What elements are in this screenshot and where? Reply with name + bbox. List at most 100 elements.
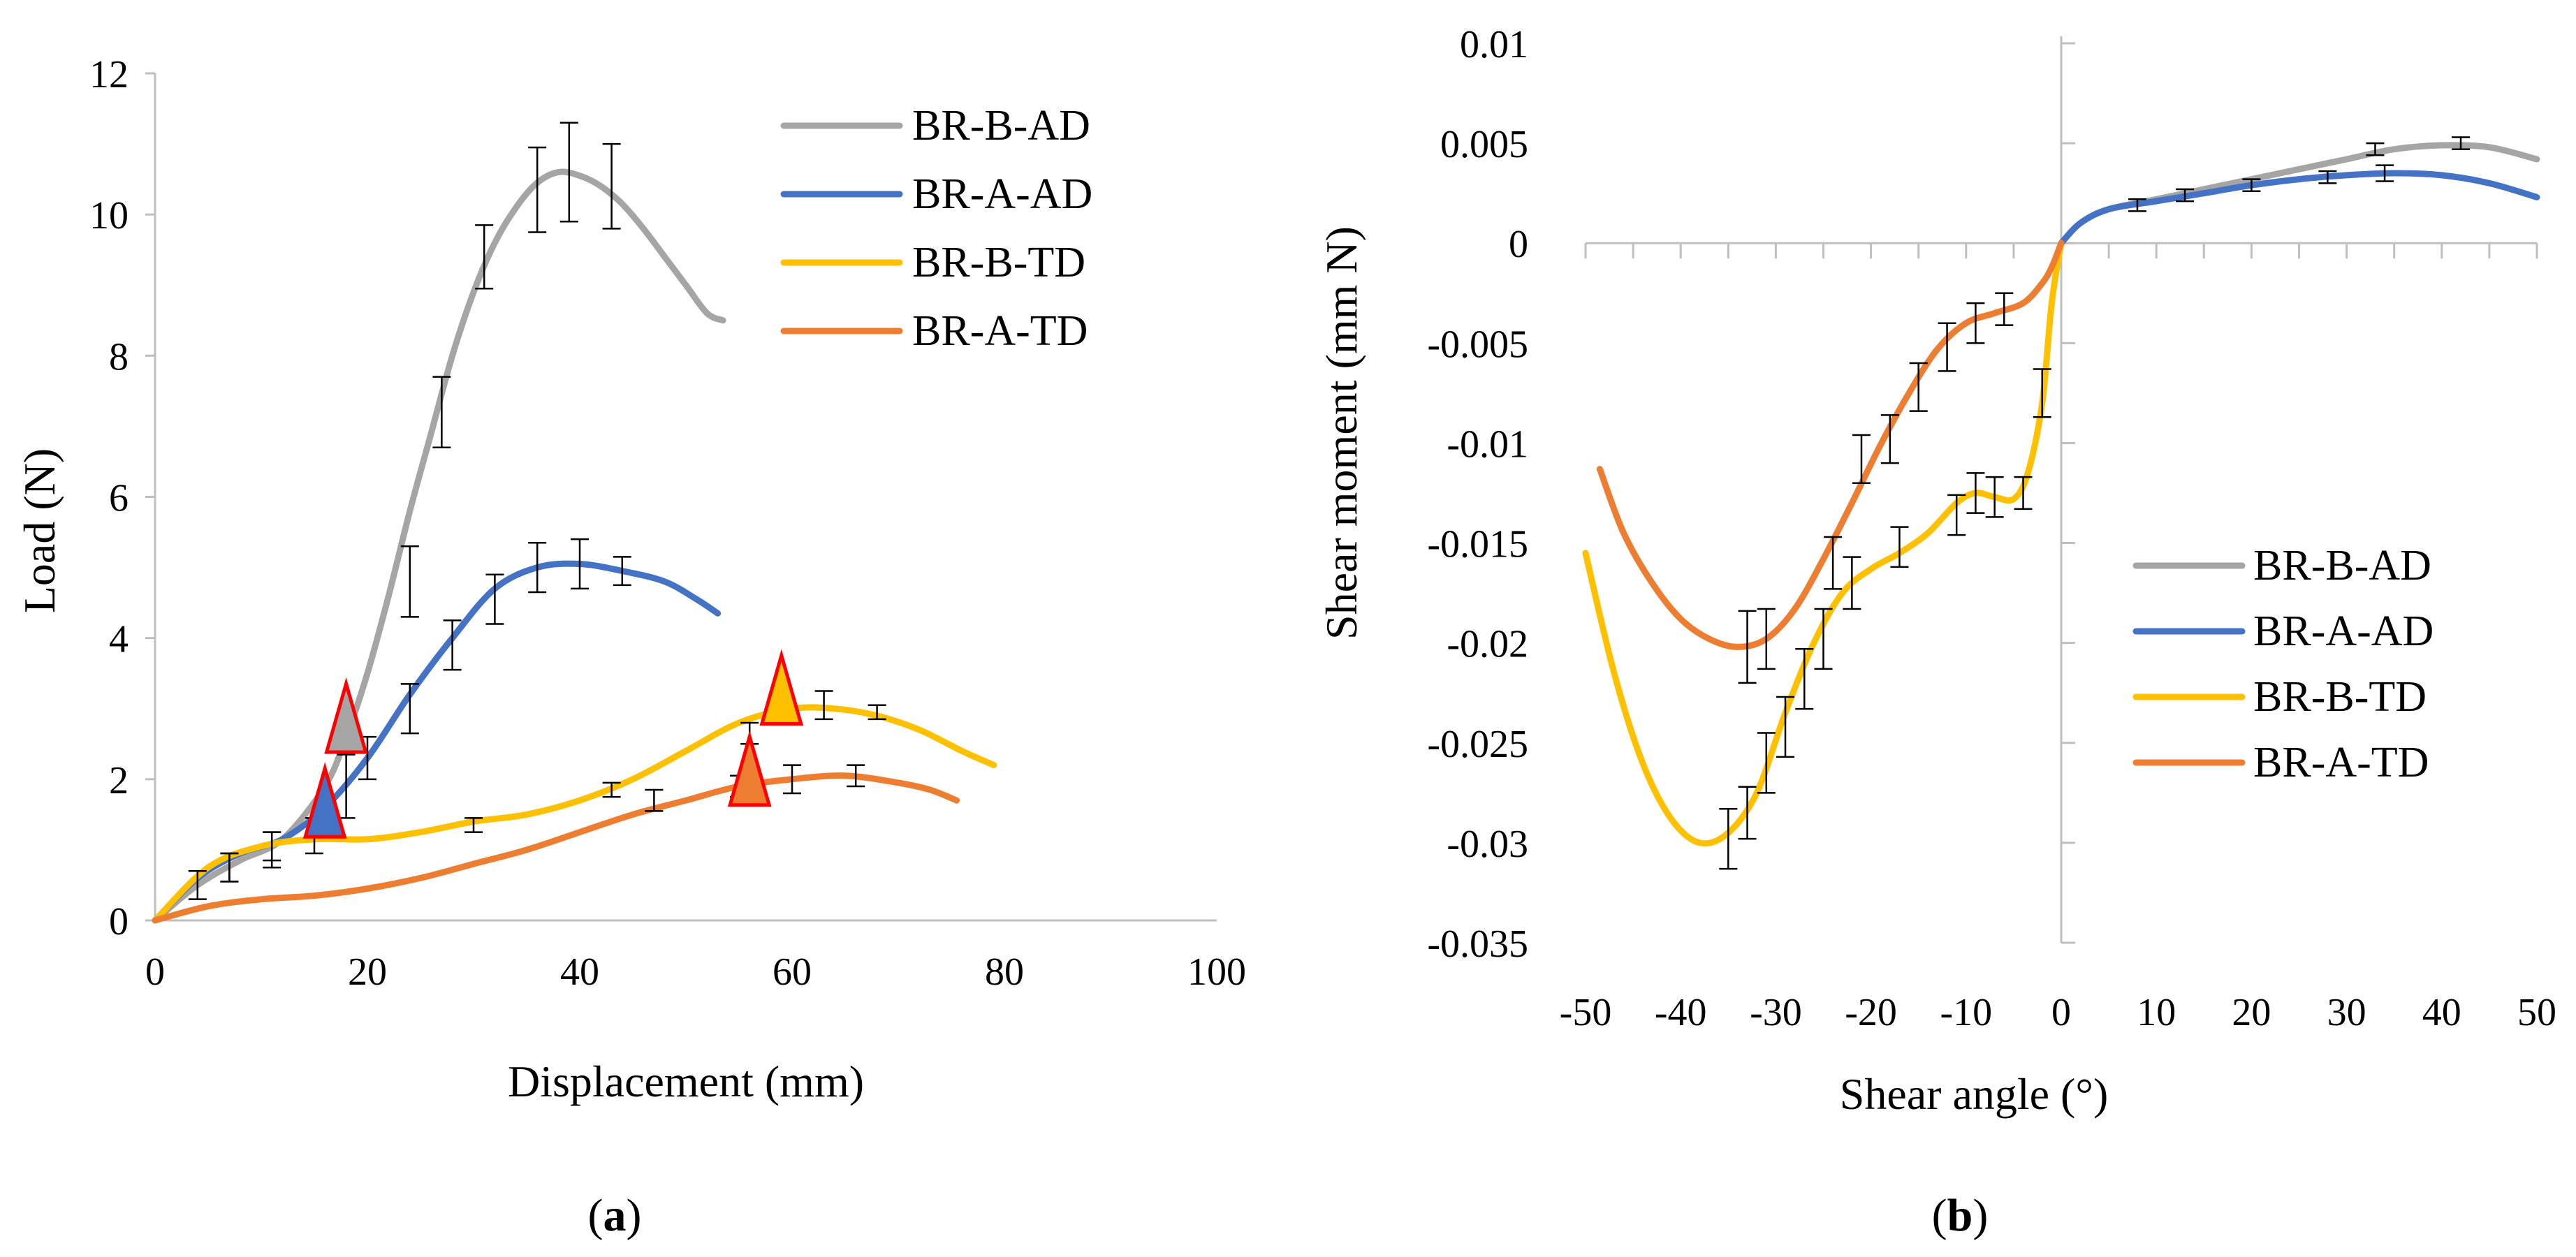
chart-a-error-bar (400, 683, 419, 735)
chart-b-error-bar (1890, 526, 1909, 568)
chart-a-error-bar (868, 704, 886, 721)
chart-a-error-bar (814, 690, 833, 721)
chart-a-error-bar (464, 817, 483, 833)
chart-a-error-bar (443, 619, 462, 671)
chart-a-error-bar (263, 831, 281, 862)
chart-b-error-bar (1719, 807, 1738, 870)
chart-a-error-bar (613, 556, 631, 587)
chart-a-error-bar (220, 852, 239, 883)
chart-b-error-bar (1909, 362, 1928, 412)
chart-a-series (152, 168, 997, 924)
chart-b-x-tick-label: -10 (1940, 991, 1992, 1034)
chart-a-error-bar (400, 545, 419, 618)
chart-a-tick-labels: 0 20 40 60 80 100 0 2 4 6 8 10 12 (89, 53, 1246, 994)
chart-a-y-tick-label: 2 (109, 759, 129, 802)
chart-b-x-tick-label: -40 (1655, 991, 1707, 1034)
chart-b-error-bar (1824, 536, 1843, 590)
chart-b-legend-label: BR-B-AD (2253, 542, 2431, 589)
chart-b-error-bar (2318, 170, 2337, 184)
chart-b-legend-label: BR-B-TD (2253, 673, 2427, 721)
chart-b-error-bar (2033, 368, 2051, 418)
chart-b-x-tick-label: 10 (2137, 991, 2176, 1034)
chart-a-markers (302, 649, 804, 839)
chart-a-x-tick-label: 80 (985, 950, 1024, 994)
chart-a-error-bar (783, 764, 801, 795)
chart-b-y-tick-label: -0.02 (1447, 623, 1528, 666)
chart-b-error-bar (2366, 142, 2385, 156)
chart-b-error-bar (2128, 198, 2146, 212)
chart-b-legend-label: BR-A-AD (2253, 608, 2434, 655)
chart-a-y-tick-label: 0 (109, 900, 129, 943)
chart-b-error-bar (1880, 414, 1899, 464)
chart-b-error-bars (1719, 136, 2471, 870)
chart-a-triangle-marker (759, 649, 804, 726)
chart-a-legend-label: BR-A-AD (912, 170, 1092, 218)
chart-b-error-bar (1795, 648, 1814, 710)
chart-a-x-tick-label: 20 (348, 950, 387, 994)
chart-a-x-tick-label: 60 (773, 950, 812, 994)
chart-a-panel-label: a (603, 1190, 627, 1241)
chart-b-error-bar (1985, 476, 2004, 518)
chart-b-error-bar (1776, 696, 1795, 758)
chart-b-error-bar (1966, 472, 1985, 514)
chart-b-xlabel: Shear angle (°) (1840, 1069, 2109, 1119)
chart-a-triangle-marker (302, 762, 347, 839)
chart-a-error-bar (645, 788, 664, 812)
chart-a-x-tick-label: 100 (1187, 950, 1246, 994)
chart-b-error-bar (1757, 732, 1776, 794)
chart-b-x-tick-label: 0 (2051, 991, 2071, 1034)
chart-b-y-tick-label: 0.005 (1440, 123, 1528, 166)
chart-b-tick-labels: -50 -40 -30 -20 -10 0 10 20 30 40 50 0.01 0.005 0 -0.0… (1427, 23, 2556, 1034)
chart-b-series-line-BR-B-TD (1582, 240, 2065, 847)
chart-a-triangle-marker (324, 677, 368, 754)
chart-a-y-tick-label: 6 (109, 477, 129, 520)
chart-b: -50 -40 -30 -20 -10 0 10 20 30 40 50 0.01 0.005 0 -0.0… (1317, 23, 2556, 1241)
chart-b-error-bar (2176, 188, 2195, 203)
chart-b-error-bar (1966, 302, 1985, 344)
chart-b-legend-label: BR-A-TD (2253, 739, 2429, 786)
chart-b-x-tick-label: 40 (2422, 991, 2461, 1034)
chart-b-error-bar (1938, 322, 1956, 372)
chart-b-error-bar (1843, 556, 1861, 610)
chart-a-series-line-BR-A-TD (152, 772, 960, 924)
chart-b-series-line-BR-B-AD (2058, 142, 2540, 247)
chart-b-error-bar (2014, 476, 2033, 510)
chart-a-error-bars (188, 122, 886, 900)
chart-a-series-line-BR-B-TD (152, 704, 997, 924)
chart-b-error-bar (2452, 136, 2471, 150)
chart-b-error-bar (2242, 178, 2261, 193)
chart-b-y-tick-label: -0.015 (1427, 523, 1528, 566)
chart-b-caption: (b) (1932, 1190, 1989, 1241)
chart-b-error-bar (1738, 610, 1757, 684)
chart-a-error-bar (475, 224, 494, 290)
chart-b-panel-label: b (1947, 1190, 1973, 1241)
chart-b-ylabel: Shear moment (mm N) (1317, 226, 1366, 640)
chart-a-legend-label: BR-B-AD (912, 102, 1090, 149)
chart-a-error-bar (485, 573, 504, 625)
chart-a-error-bar (602, 781, 621, 798)
chart-a-triangle-marker (727, 730, 772, 807)
chart-b-error-bar (1757, 608, 1776, 670)
chart-b-legend: BR-B-AD BR-A-AD BR-B-TD BR-A-TD (2132, 542, 2434, 786)
chart-a-error-bar (432, 376, 451, 448)
chart-a-error-bar (528, 146, 547, 233)
chart-b-error-bar (1852, 434, 1871, 484)
chart-b-error-bar (2376, 164, 2394, 182)
chart-b-series-line-BR-A-TD (1596, 240, 2065, 650)
chart-a-y-tick-label: 8 (109, 335, 129, 378)
chart-a-ylabel: Load (N) (15, 448, 64, 613)
chart-a-y-tick-label: 4 (109, 618, 129, 661)
chart-a-error-bar (571, 538, 589, 590)
chart-a-error-bar (602, 142, 621, 230)
chart-b-x-tick-label: -50 (1560, 991, 1612, 1034)
chart-a-y-tick-label: 10 (89, 194, 129, 237)
chart-b-x-tick-label: 30 (2327, 991, 2366, 1034)
chart-b-y-tick-label: -0.01 (1447, 422, 1528, 466)
chart-a-error-bar (847, 764, 865, 788)
chart-a-series-line-BR-A-AD (152, 560, 722, 924)
chart-a-x-tick-label: 40 (560, 950, 599, 994)
chart-b-error-bar (1995, 292, 2014, 326)
chart-a-legend-label: BR-A-TD (912, 307, 1088, 355)
